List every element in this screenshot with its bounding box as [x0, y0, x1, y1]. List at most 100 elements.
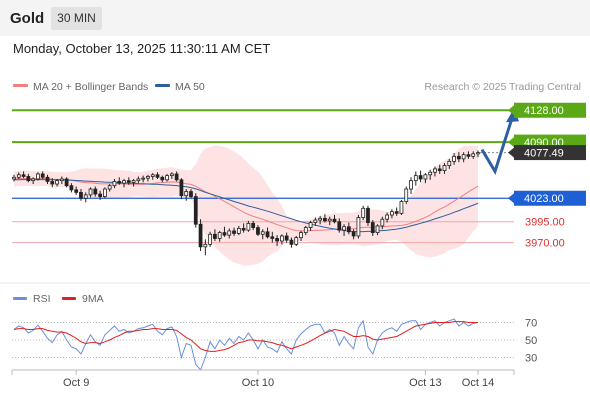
candle: [122, 178, 126, 188]
candle: [241, 223, 246, 233]
rsi-panel: 70 50 30: [12, 318, 537, 371]
candle-body-up: [294, 237, 299, 245]
candle-body-down: [337, 221, 342, 231]
candle: [222, 226, 227, 237]
candle-body-up: [476, 152, 480, 155]
candle: [351, 229, 356, 240]
candle: [251, 220, 256, 231]
candle-body-up: [356, 217, 361, 237]
candle-body-up: [461, 154, 466, 160]
candle: [126, 177, 131, 185]
candle: [404, 186, 409, 205]
scenario-arrow-path: [480, 117, 514, 176]
ma50-swatch: [155, 84, 170, 87]
candle: [83, 192, 88, 203]
candle: [456, 152, 461, 163]
candle: [437, 164, 442, 174]
candle: [256, 225, 260, 236]
candle-body-up: [12, 176, 16, 180]
candle-body-down: [189, 191, 193, 197]
candle: [342, 224, 346, 236]
candle-body-up: [279, 235, 284, 242]
candle-body-up: [423, 174, 428, 180]
candle: [418, 170, 423, 183]
rsi-swatch: [13, 297, 27, 300]
support-label: 3970.00: [525, 238, 565, 250]
candle-body-down: [346, 226, 351, 233]
candle: [93, 186, 98, 197]
scenario-arrow-head: [506, 108, 519, 123]
candle-body-up: [236, 228, 241, 234]
candle-body-up: [303, 227, 308, 234]
candle: [217, 230, 222, 242]
resistance-label-box: [514, 102, 586, 118]
candle: [165, 173, 169, 182]
candle-body-up: [208, 233, 213, 245]
rsi-tick-label: 50: [525, 335, 537, 347]
ma20-swatch: [13, 84, 28, 87]
candle-body-down: [232, 230, 236, 234]
candle: [16, 172, 21, 179]
candle-body-down: [26, 176, 31, 182]
candle: [112, 178, 117, 189]
candle-body-down: [251, 222, 256, 228]
candle-body-up: [327, 218, 332, 222]
resistance-label: 4128.00: [524, 105, 564, 117]
rsi-tick-label: 70: [525, 318, 537, 330]
candle: [64, 177, 69, 188]
candle-body-up: [399, 201, 404, 214]
candle: [88, 187, 93, 198]
candle-body-down: [126, 180, 131, 183]
candle: [428, 169, 433, 180]
candle: [461, 152, 466, 163]
candle-body-up: [380, 218, 385, 227]
candle: [146, 174, 150, 182]
ma50-legend-label: MA 50: [175, 81, 205, 93]
pivot-label-pointer: [508, 193, 514, 204]
candle-body-down: [366, 207, 370, 223]
candle: [275, 235, 279, 247]
candle-body-down: [155, 174, 160, 178]
last-price-box: [514, 145, 586, 161]
candle-body-up: [447, 160, 452, 166]
candle: [150, 173, 155, 180]
timeframe-button[interactable]: 30 MIN: [51, 7, 102, 30]
candle-body-up: [131, 180, 136, 183]
candle: [380, 216, 385, 230]
candle: [260, 229, 265, 240]
candle-body-up: [375, 225, 380, 234]
candle: [433, 166, 437, 177]
ma20-line: [13, 177, 479, 232]
candle: [413, 171, 418, 186]
resistance-label-pointer: [508, 105, 514, 116]
ma20-legend-label: MA 20 + Bollinger Bands: [33, 81, 148, 93]
candle-body-down: [174, 173, 179, 181]
candle-body-up: [452, 155, 456, 162]
candle-body-down: [193, 196, 198, 225]
candle-body-down: [275, 238, 279, 242]
candle-body-down: [437, 168, 442, 171]
candle: [361, 205, 366, 221]
candle: [141, 175, 146, 183]
candle-body-up: [413, 175, 418, 182]
candle-body-down: [74, 189, 79, 193]
rsi-ma9-line: [13, 321, 478, 352]
candle: [289, 237, 294, 248]
x-tick-label: Oct 13: [409, 377, 441, 389]
candle: [21, 171, 26, 179]
rsi-legend: RSI 9MA: [13, 293, 104, 305]
candle: [36, 172, 40, 181]
candle-body-up: [299, 232, 303, 239]
candle: [193, 193, 198, 228]
candle: [74, 186, 79, 195]
candle-body-up: [313, 219, 318, 223]
candle: [184, 189, 189, 201]
candle-body-up: [165, 175, 169, 181]
candle-body-up: [169, 173, 174, 177]
candle: [50, 178, 55, 188]
moving-averages: [13, 177, 479, 233]
candle: [31, 177, 36, 184]
candle: [346, 222, 351, 235]
rsi-tick-label: 30: [525, 353, 537, 365]
